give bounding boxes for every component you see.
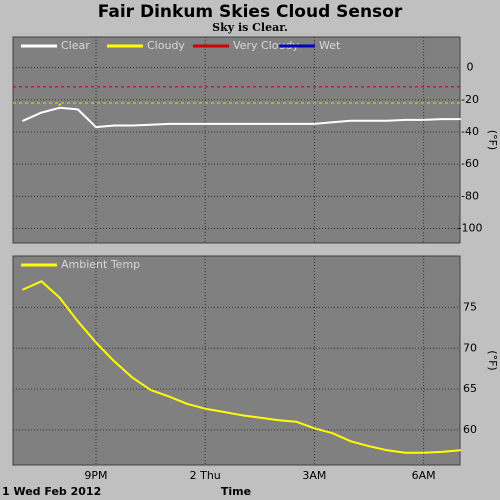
legend-label: Wet <box>319 39 341 52</box>
x-tick-label: 3AM <box>302 469 326 482</box>
x-tick-label: 6AM <box>412 469 436 482</box>
legend-label: Clear <box>61 39 90 52</box>
data-line <box>22 280 461 454</box>
x-axis-label: Time <box>221 485 251 498</box>
y-tick-label: 65 <box>463 382 477 395</box>
y-tick-label: -20 <box>461 93 479 106</box>
y-tick-label: -100 <box>458 222 483 235</box>
legend-label: Ambient Temp <box>61 258 140 271</box>
y-tick-label: -60 <box>461 157 479 170</box>
y-tick-label: 70 <box>463 341 477 354</box>
y-tick-label: 60 <box>463 423 477 436</box>
plot-area <box>12 36 461 244</box>
plot-area <box>12 255 461 466</box>
x-start-label: 1 Wed Feb 2012 <box>2 485 101 498</box>
legend-label: Very Cloudy <box>233 39 299 52</box>
legend-label: Cloudy <box>147 39 185 52</box>
y-tick-label: -80 <box>461 189 479 202</box>
chart-title: Fair Dinkum Skies Cloud Sensor <box>98 2 403 22</box>
y-tick-label: -40 <box>461 125 479 138</box>
y-axis-label: (°F) <box>486 130 499 150</box>
y-tick-label: 0 <box>467 61 474 74</box>
chart-subtitle: Sky is Clear. <box>212 21 288 34</box>
data-line <box>22 106 461 129</box>
y-axis-label: (°F) <box>486 350 499 370</box>
x-tick-label: 2 Thu <box>190 469 221 482</box>
x-tick-label: 9PM <box>84 469 107 482</box>
y-tick-label: 75 <box>463 300 477 313</box>
